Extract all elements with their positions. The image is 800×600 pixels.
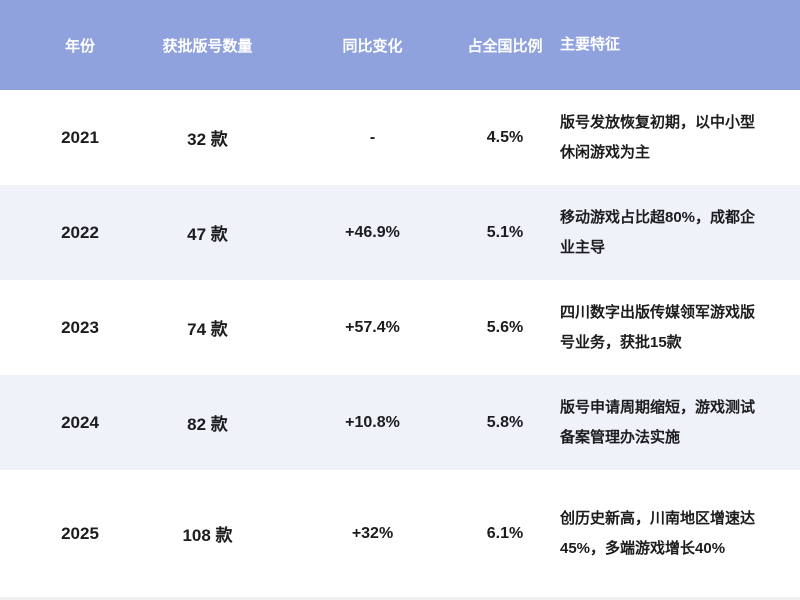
features-cell: 四川数字出版传媒领军游戏版号业务，获批15款 [560, 303, 756, 351]
features-cell: 创历史新高，川南地区增速达45%，多端游戏增长40% [560, 509, 756, 557]
table-row: 2023 74 款 +57.4% 5.6% 四川数字出版传媒领军游戏版号业务，获… [0, 280, 800, 375]
count-cell: 82 款 [187, 415, 228, 434]
bottom-divider [0, 597, 800, 600]
features-cell: 版号申请周期缩短，游戏测试备案管理办法实施 [560, 398, 756, 446]
year-cell: 2025 [61, 523, 99, 543]
yoy-cell: +46.9% [345, 223, 400, 241]
yoy-cell: +32% [351, 524, 394, 542]
count-cell: 108 款 [182, 526, 233, 545]
share-cell: 5.1% [486, 223, 524, 241]
header-yoy: 同比变化 [342, 37, 403, 55]
features-cell: 移动游戏占比超80%，成都企业主导 [560, 208, 756, 256]
table-row: 2025 108 款 +32% 6.1% 创历史新高，川南地区增速达45%，多端… [0, 470, 800, 597]
yoy-cell: +10.8% [345, 413, 400, 431]
count-cell: 47 款 [187, 225, 228, 244]
table-header-row: 年份 获批版号数量 同比变化 占全国比例 主要特征 [0, 0, 800, 90]
yoy-cell: +57.4% [345, 318, 400, 336]
header-year: 年份 [64, 37, 95, 55]
count-cell: 32 款 [187, 130, 228, 149]
table-row: 2022 47 款 +46.9% 5.1% 移动游戏占比超80%，成都企业主导 [0, 185, 800, 280]
table-row: 2021 32 款 - 4.5% 版号发放恢复初期，以中小型休闲游戏为主 [0, 90, 800, 185]
year-cell: 2024 [61, 412, 99, 432]
table-row: 2024 82 款 +10.8% 5.8% 版号申请周期缩短，游戏测试备案管理办… [0, 375, 800, 470]
features-cell: 版号发放恢复初期，以中小型休闲游戏为主 [560, 113, 756, 161]
year-cell: 2021 [61, 127, 99, 147]
header-features: 主要特征 [560, 36, 621, 53]
year-cell: 2022 [61, 222, 99, 242]
count-cell: 74 款 [187, 320, 228, 339]
header-count: 获批版号数量 [162, 37, 253, 55]
share-cell: 5.6% [486, 318, 524, 336]
year-cell: 2023 [61, 317, 99, 337]
share-cell: 5.8% [486, 413, 524, 431]
share-cell: 4.5% [486, 128, 524, 146]
header-share: 占全国比例 [467, 37, 543, 55]
share-cell: 6.1% [486, 524, 524, 542]
yoy-cell: - [369, 128, 376, 146]
